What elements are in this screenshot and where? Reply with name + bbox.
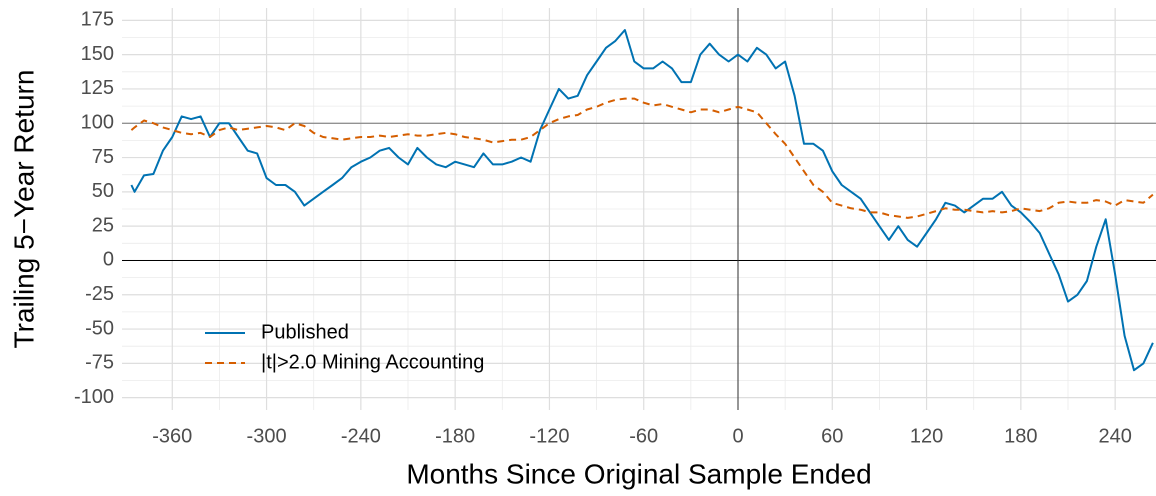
legend-label: Published: [261, 321, 349, 343]
y-tick-label: 0: [103, 249, 114, 271]
data-line: [130, 97, 1154, 219]
y-tick-label: -75: [85, 352, 114, 374]
y-tick-label: 150: [81, 43, 114, 65]
x-tick-label: -360: [152, 425, 192, 447]
y-axis-title: Trailing 5−Year Return: [8, 70, 39, 349]
x-tick-label: -120: [529, 425, 569, 447]
y-tick-label: 75: [92, 146, 114, 168]
y-tick-label: -50: [85, 317, 114, 339]
x-tick-label: 180: [1004, 425, 1037, 447]
x-tick-label: 120: [910, 425, 943, 447]
y-tick-label: 50: [92, 180, 114, 202]
x-tick-label: -300: [247, 425, 287, 447]
y-tick-label: 100: [81, 112, 114, 134]
x-tick-label: -180: [435, 425, 475, 447]
x-tick-label: 0: [732, 425, 743, 447]
y-tick-label: -25: [85, 283, 114, 305]
x-tick-label: -240: [341, 425, 381, 447]
x-tick-label: 60: [821, 425, 843, 447]
y-tick-label: 175: [81, 9, 114, 31]
x-tick-label: -60: [629, 425, 658, 447]
legend-label: |t|>2.0 Mining Accounting: [261, 351, 484, 373]
y-tick-label: 25: [92, 214, 114, 236]
y-tick-label: -100: [74, 386, 114, 408]
data-line: [130, 29, 1154, 372]
y-tick-label: 125: [81, 77, 114, 99]
x-tick-label: 240: [1098, 425, 1131, 447]
x-axis-title: Months Since Original Sample Ended: [406, 458, 871, 489]
